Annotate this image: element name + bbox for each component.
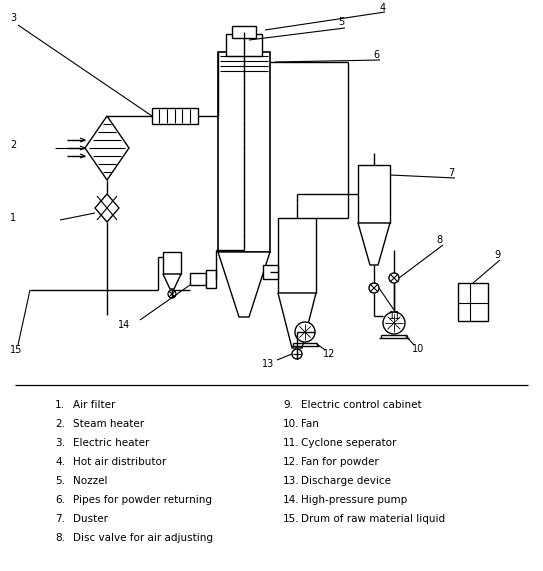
Text: 9: 9 — [494, 250, 500, 260]
Text: 7.: 7. — [55, 514, 65, 524]
Text: 3: 3 — [10, 13, 16, 23]
Text: 1: 1 — [10, 213, 16, 223]
Text: 5.: 5. — [55, 476, 65, 486]
Text: 4.: 4. — [55, 457, 65, 467]
Text: Air filter: Air filter — [73, 400, 115, 410]
Circle shape — [295, 322, 315, 342]
Polygon shape — [278, 293, 316, 348]
Text: Nozzel: Nozzel — [73, 476, 108, 486]
Text: 6.: 6. — [55, 495, 65, 505]
Polygon shape — [95, 194, 119, 222]
Text: 3.: 3. — [55, 438, 65, 448]
Text: 5: 5 — [338, 17, 344, 27]
Circle shape — [389, 273, 399, 283]
Polygon shape — [85, 116, 129, 180]
Text: Cyclone seperator: Cyclone seperator — [301, 438, 396, 448]
Circle shape — [369, 283, 379, 293]
Text: Steam heater: Steam heater — [73, 419, 144, 429]
Bar — [218, 52, 270, 252]
Bar — [263, 265, 278, 279]
Polygon shape — [358, 223, 390, 265]
Text: Disc valve for air adjusting: Disc valve for air adjusting — [73, 533, 213, 543]
Text: 11: 11 — [389, 311, 401, 321]
Text: 14.: 14. — [283, 495, 300, 505]
Text: Electric heater: Electric heater — [73, 438, 149, 448]
Text: 8.: 8. — [55, 533, 65, 543]
Text: Discharge device: Discharge device — [301, 476, 391, 486]
Text: 2: 2 — [10, 140, 16, 150]
Text: 12.: 12. — [283, 457, 300, 467]
Text: Hot air distributor: Hot air distributor — [73, 457, 166, 467]
Text: 13: 13 — [262, 359, 274, 369]
Text: 7: 7 — [448, 168, 454, 178]
Bar — [358, 165, 390, 223]
Bar — [278, 218, 316, 293]
Circle shape — [383, 312, 405, 334]
Text: 10: 10 — [412, 344, 424, 354]
Text: Pipes for powder returning: Pipes for powder returning — [73, 495, 212, 505]
Bar — [163, 252, 181, 274]
Bar — [206, 270, 216, 288]
Text: 1.: 1. — [55, 400, 65, 410]
Text: Drum of raw material liquid: Drum of raw material liquid — [301, 514, 445, 524]
Circle shape — [168, 290, 176, 298]
Bar — [152, 108, 198, 124]
Text: Duster: Duster — [73, 514, 108, 524]
Text: Electric control cabinet: Electric control cabinet — [301, 400, 421, 410]
Polygon shape — [218, 252, 270, 317]
Text: 15.: 15. — [283, 514, 300, 524]
Text: 4: 4 — [380, 3, 386, 13]
Text: 11.: 11. — [283, 438, 300, 448]
Text: 2.: 2. — [55, 419, 65, 429]
Text: High-pressure pump: High-pressure pump — [301, 495, 407, 505]
Bar — [226, 34, 262, 56]
Bar — [190, 273, 206, 285]
Text: 8: 8 — [436, 235, 442, 245]
Text: 12: 12 — [323, 349, 336, 359]
Circle shape — [292, 349, 302, 359]
Bar — [458, 283, 488, 321]
Text: 15: 15 — [10, 345, 22, 355]
Bar — [232, 26, 256, 38]
Text: 9.: 9. — [283, 400, 293, 410]
Text: Fan for powder: Fan for powder — [301, 457, 379, 467]
Text: 14: 14 — [118, 320, 130, 330]
Text: 6: 6 — [373, 50, 379, 60]
Text: Fan: Fan — [301, 419, 319, 429]
Text: 10.: 10. — [283, 419, 300, 429]
Polygon shape — [163, 274, 181, 289]
Text: 13.: 13. — [283, 476, 300, 486]
